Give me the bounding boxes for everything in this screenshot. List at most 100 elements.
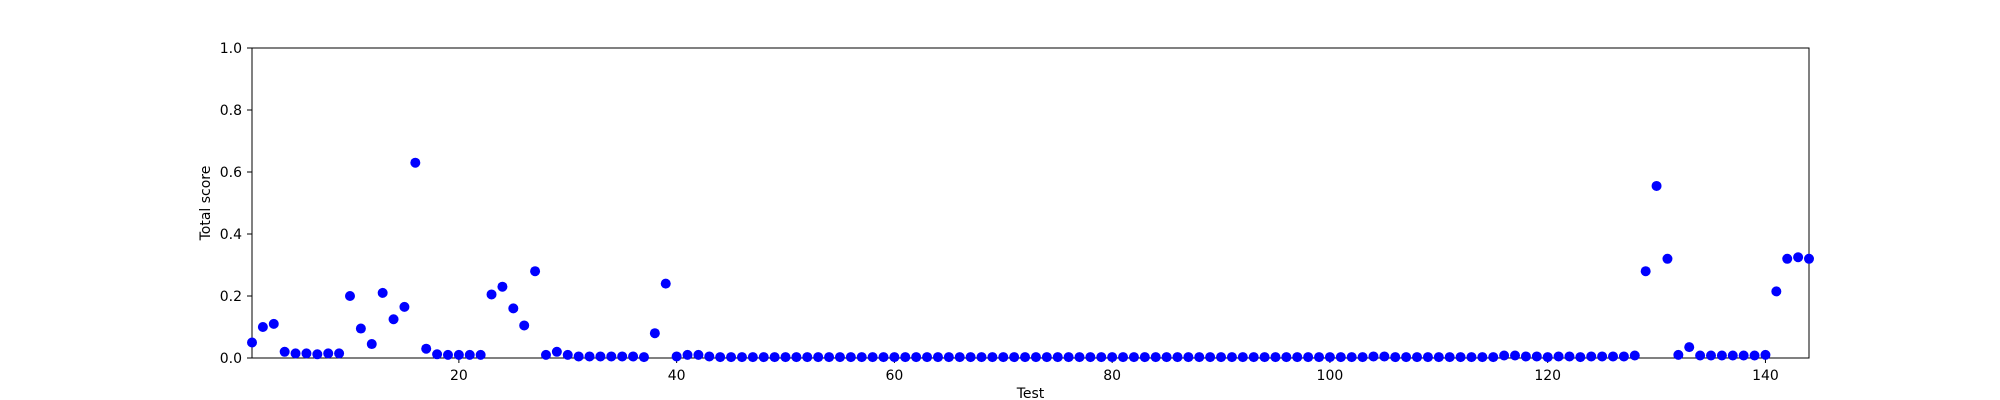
data-point [410,158,420,168]
data-point [323,348,333,358]
plot-frame [252,48,1809,358]
data-point [1379,351,1389,361]
data-point [1358,352,1368,362]
data-point [1662,254,1672,264]
data-point [737,352,747,362]
data-point [1434,352,1444,362]
data-point [476,350,486,360]
data-point [443,350,453,360]
data-point [1009,352,1019,362]
data-point [1477,352,1487,362]
data-point [1172,352,1182,362]
data-point [1804,254,1814,264]
data-point [1717,351,1727,361]
data-point [432,349,442,359]
data-point [497,282,507,292]
data-point [759,352,769,362]
data-point [661,279,671,289]
data-point [258,322,268,332]
data-point [944,352,954,362]
data-point [835,352,845,362]
data-point [1303,352,1313,362]
data-point [650,328,660,338]
data-point [1760,350,1770,360]
data-point [1652,181,1662,191]
y-axis-label: Total score [198,166,214,242]
data-point [312,349,322,359]
data-point [519,320,529,330]
data-point [454,350,464,360]
data-point [1499,351,1509,361]
data-point [1597,351,1607,361]
data-point [1074,352,1084,362]
data-point [1564,351,1574,361]
data-point [1020,352,1030,362]
data-point [1205,352,1215,362]
data-point [998,352,1008,362]
data-point [1466,352,1476,362]
data-point [389,314,399,324]
data-point [1488,352,1498,362]
data-point [606,351,616,361]
data-point [715,352,725,362]
data-point [683,350,693,360]
data-point [585,351,595,361]
data-point [868,352,878,362]
data-point [1608,351,1618,361]
data-point [301,348,311,358]
x-axis-label: Test [1016,386,1045,400]
data-point [530,266,540,276]
data-point [1739,351,1749,361]
data-point [693,350,703,360]
data-point [911,352,921,362]
data-point [628,351,638,361]
data-point [421,344,431,354]
x-tick-label: 60 [885,368,903,384]
data-point [1368,351,1378,361]
data-point [1085,352,1095,362]
y-tick-label: 0.2 [220,289,242,305]
data-point [1064,352,1074,362]
x-tick-label: 80 [1103,368,1121,384]
data-point [1281,352,1291,362]
data-point [1118,352,1128,362]
x-tick-label: 140 [1752,368,1779,384]
data-point [1183,352,1193,362]
data-point [552,347,562,357]
data-point [465,350,475,360]
data-point [1194,352,1204,362]
data-point [1129,352,1139,362]
x-tick-label: 40 [668,368,686,384]
data-point [1151,352,1161,362]
data-point [595,351,605,361]
data-point [1575,352,1585,362]
data-point [1314,352,1324,362]
data-point [955,352,965,362]
data-point [1793,252,1803,262]
data-point [879,352,889,362]
data-point [247,338,257,348]
x-tick-label: 100 [1317,368,1344,384]
data-point [922,352,932,362]
data-point [1260,352,1270,362]
data-point [639,352,649,362]
data-point [1096,352,1106,362]
data-point [1695,351,1705,361]
data-point [563,350,573,360]
data-point [541,350,551,360]
data-point [1782,254,1792,264]
data-point [399,302,409,312]
data-point [704,351,714,361]
data-point [791,352,801,362]
data-point [977,352,987,362]
data-point [1336,352,1346,362]
data-point [781,352,791,362]
data-point [857,352,867,362]
x-tick-label: 20 [450,368,468,384]
data-point [356,324,366,334]
data-point [1445,352,1455,362]
data-point [672,351,682,361]
data-point [1630,351,1640,361]
data-point [1216,352,1226,362]
data-point [1586,351,1596,361]
